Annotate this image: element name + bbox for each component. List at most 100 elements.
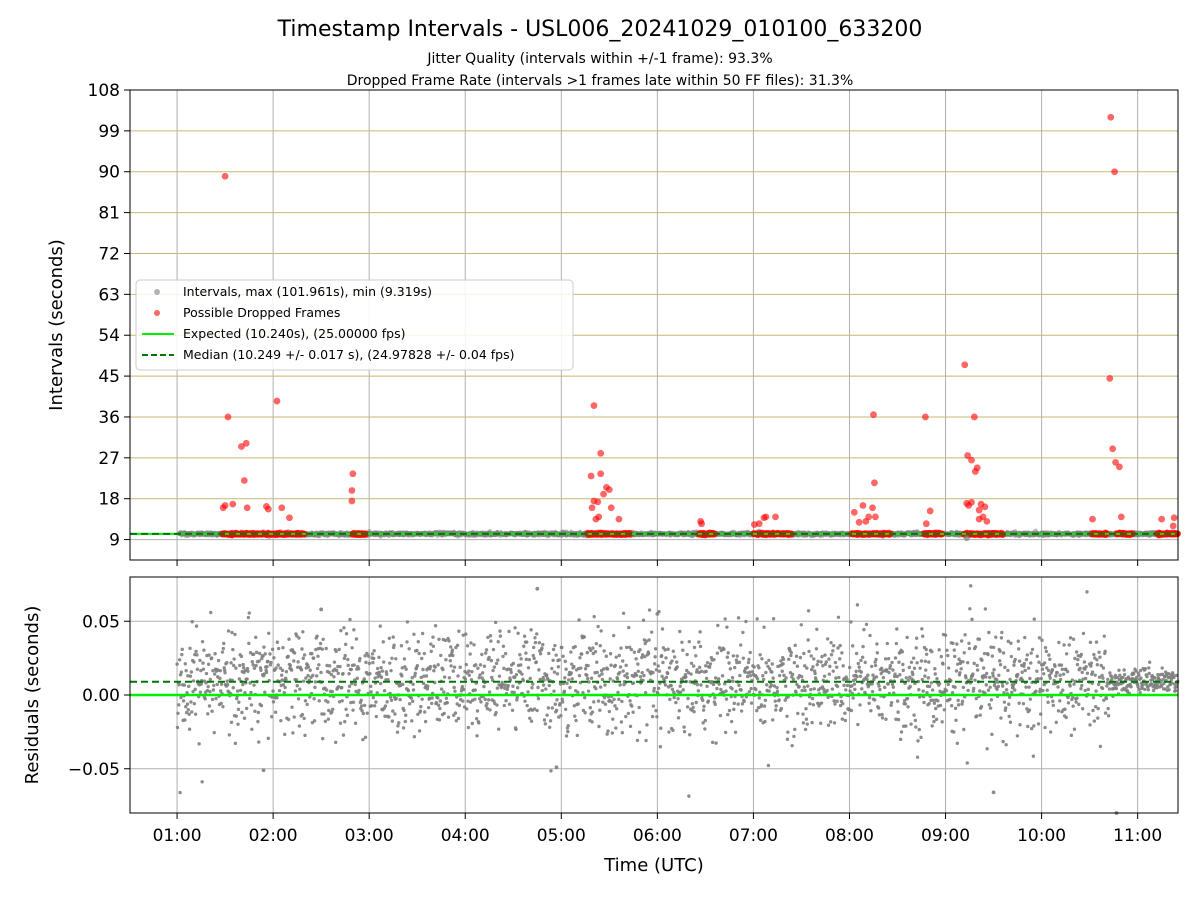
dropped-frame-point [974,464,981,471]
residual-point [271,689,274,692]
dropped-frame-point [982,503,989,510]
residual-point [227,629,230,632]
residual-point [257,711,260,714]
residual-point [194,650,197,653]
dropped-frame-point [869,504,876,511]
legend-marker-dropped [154,310,160,316]
residual-point [190,710,193,713]
dropped-frame-point [923,520,930,527]
residual-point [189,700,192,703]
residual-point [213,672,216,675]
residual-point [271,648,274,651]
dropped-frame-point [968,457,975,464]
top-y-tick-label: 90 [98,163,120,183]
residual-point [235,714,238,717]
dropped-frame-point [597,470,604,477]
residual-point [187,713,190,716]
residual-point [274,666,277,669]
residual-point [245,707,248,710]
top-y-tick-label: 108 [88,81,120,101]
residual-point [226,679,229,682]
residual-point [274,711,277,714]
residual-point [231,648,234,651]
chart-subtitle-dropped: Dropped Frame Rate (intervals >1 frames … [347,73,854,89]
dropped-frame-point [856,519,863,526]
residual-point [246,670,249,673]
residual-point [277,647,280,650]
top-y-tick-label: 72 [98,244,120,264]
residual-point [176,726,179,729]
residual-point [199,691,202,694]
residual-point [202,648,205,651]
residual-point [233,633,236,636]
residual-point [220,683,223,686]
residual-point [252,683,255,686]
dropped-frame-point [274,398,281,405]
chart-subtitle-jitter: Jitter Quality (intervals within +/-1 fr… [426,51,772,67]
residual-point [205,672,208,675]
residual-point [251,663,254,666]
residual-point [237,708,240,711]
residual-point [209,611,212,614]
top-y-tick-label: 45 [98,367,120,387]
residual-point [210,656,213,659]
residual-point [263,691,266,694]
residual-point [225,661,228,664]
dropped-frame-point [600,491,607,498]
dropped-frame-point [927,508,934,515]
dropped-frame-point [851,509,858,516]
dropped-frame-point [1089,516,1096,523]
dropped-frame-point [222,502,229,509]
residual-point [239,689,242,692]
residual-point [257,740,260,743]
residual-point [212,688,215,691]
residual-point [236,689,239,692]
dropped-frame-point [616,516,623,523]
top-y-axis-label: Intervals (seconds) [46,239,67,411]
dropped-frame-point [772,513,779,520]
residual-point [251,660,254,663]
residual-point [187,708,190,711]
residual-point [222,642,225,645]
residual-point [223,671,226,674]
residual-point [236,723,239,726]
dropped-frame-point [968,499,975,506]
dropped-frame-point [348,498,355,505]
residual-point [183,718,186,721]
residual-point [198,659,201,662]
residual-point [180,653,183,656]
residual-point [266,660,269,663]
residual-point [214,697,217,700]
dropped-frame-point [1107,114,1114,121]
residual-point [194,712,197,715]
residual-point [232,664,235,667]
interval-point [964,535,970,541]
dropped-frame-point [763,513,770,520]
legend: Intervals, max (101.961s), min (9.319s) … [136,280,573,370]
residual-point [249,691,252,694]
residual-point [193,702,196,705]
dropped-frame-point [243,440,250,447]
dropped-frame-point [597,450,604,457]
residual-point [190,670,193,673]
chart-title: Timestamp Intervals - USL006_20241029_01… [277,17,923,42]
residual-point [189,674,192,677]
residual-point [180,670,183,673]
residual-point [281,646,284,649]
residual-point [184,669,187,672]
residual-point [203,697,206,700]
dropped-frame-point [1116,464,1123,471]
residual-point [254,664,257,667]
dropped-frame-point [349,470,356,477]
residual-point [241,683,244,686]
dropped-frame-point [756,520,763,527]
residual-point [213,731,216,734]
legend-label-dropped: Possible Dropped Frames [183,305,340,320]
residual-point [192,679,195,682]
legend-label-expected: Expected (10.240s), (25.00000 fps) [183,326,405,341]
residual-point [194,688,197,691]
dropped-frame-point [870,411,877,418]
residual-point [270,715,273,718]
residual-point [207,663,210,666]
